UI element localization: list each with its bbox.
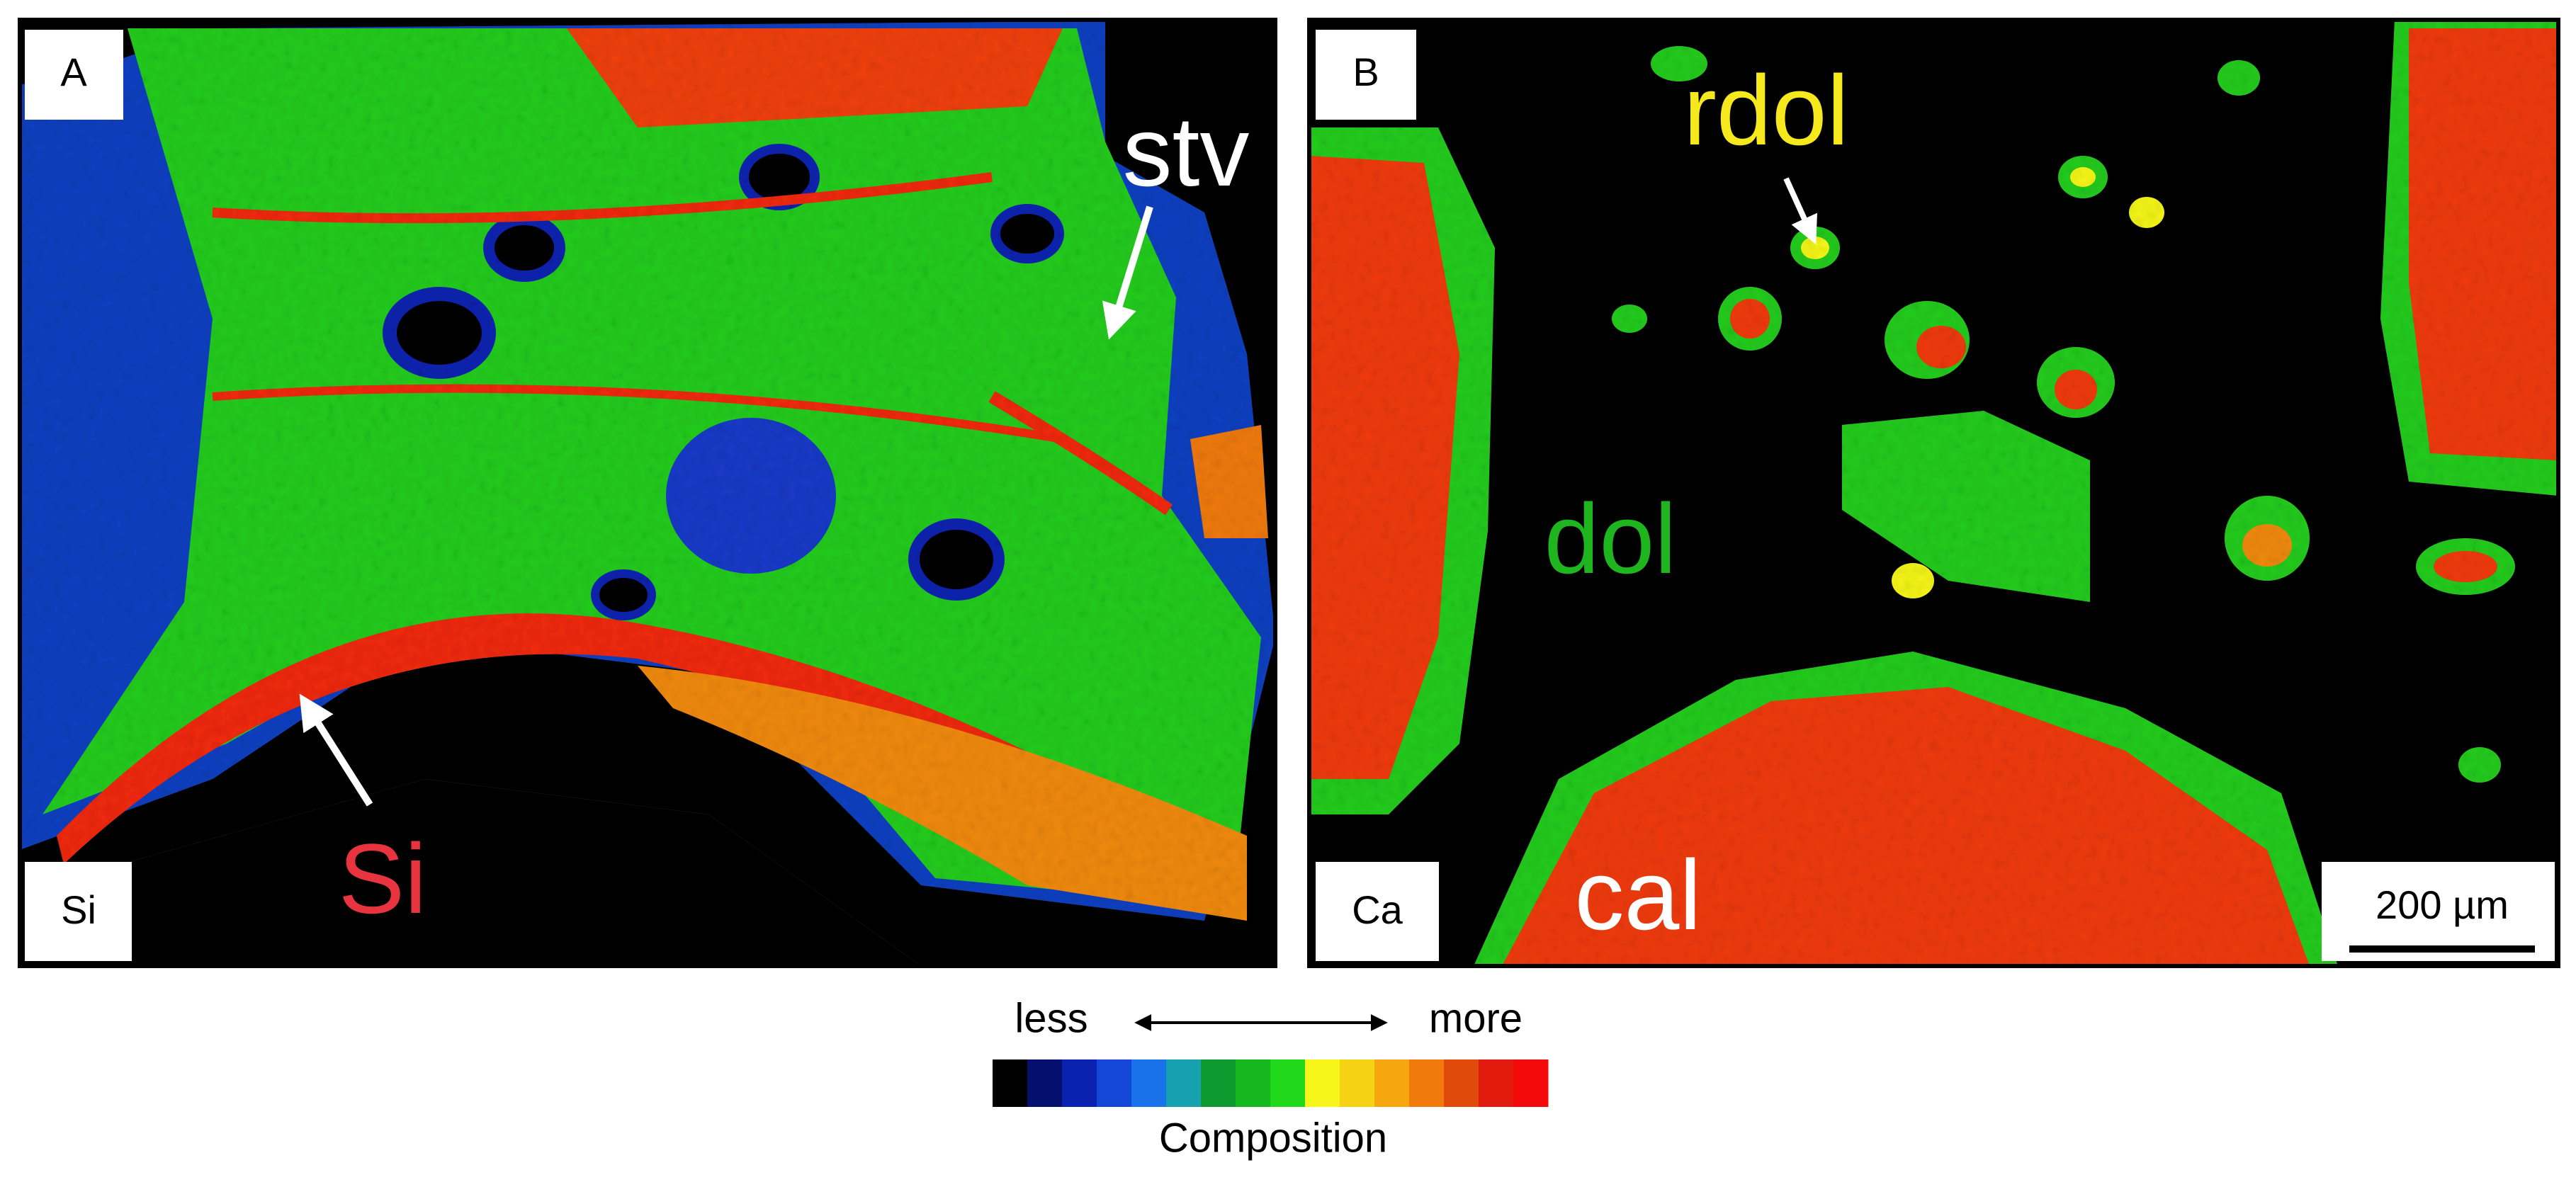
annotation: stv: [1123, 96, 1250, 207]
panel-a-frame: [18, 18, 1277, 968]
colorbar-swatch: [1236, 1059, 1271, 1107]
colorbar-swatch: [1513, 1059, 1549, 1107]
panel-a-map: [20, 20, 1275, 966]
label-box: [1316, 862, 1439, 961]
colorbar-swatch: [1409, 1059, 1445, 1107]
panel-b-map: [1309, 20, 2558, 966]
colorbar-swatch: [1270, 1059, 1306, 1107]
colorbar-swatch: [1201, 1059, 1236, 1107]
colorbar: [993, 1059, 1549, 1107]
colorbar-right-label: more: [1429, 995, 1523, 1041]
arrow: [299, 693, 373, 807]
annotation: dol: [1544, 483, 1677, 594]
colorbar-swatch: [1027, 1059, 1063, 1107]
colorbar-left-label: less: [1015, 995, 1088, 1041]
panel-label: A: [60, 50, 87, 94]
annotation: rdol: [1683, 55, 1848, 166]
arrow: [1783, 177, 1817, 245]
colorbar-swatch: [1166, 1059, 1202, 1107]
colorbar-swatch: [1062, 1059, 1097, 1107]
label-box: [25, 30, 123, 120]
colorbar-swatch: [993, 1059, 1028, 1107]
element-label: Ca: [1352, 887, 1403, 932]
colorbar-swatch: [1444, 1059, 1479, 1107]
panel-label: B: [1352, 50, 1379, 94]
arrow: [1102, 205, 1153, 340]
scale-box: [2322, 862, 2555, 961]
scale-bar-label: 200 µm: [2376, 882, 2509, 927]
label-box: [1316, 30, 1416, 120]
colorbar-swatch: [1305, 1059, 1340, 1107]
colorbar-swatch: [1097, 1059, 1132, 1107]
colorbar-title: Composition: [1159, 1115, 1387, 1161]
element-label: Si: [61, 887, 96, 932]
colorbar-swatch: [1131, 1059, 1167, 1107]
colorbar-swatch: [1340, 1059, 1375, 1107]
panel-b-frame: [1307, 18, 2560, 968]
annotation: Si: [339, 823, 426, 934]
colorbar-swatch: [1374, 1059, 1410, 1107]
annotation: cal: [1575, 839, 1702, 950]
label-box: [25, 862, 132, 961]
colorbar-swatch: [1479, 1059, 1514, 1107]
